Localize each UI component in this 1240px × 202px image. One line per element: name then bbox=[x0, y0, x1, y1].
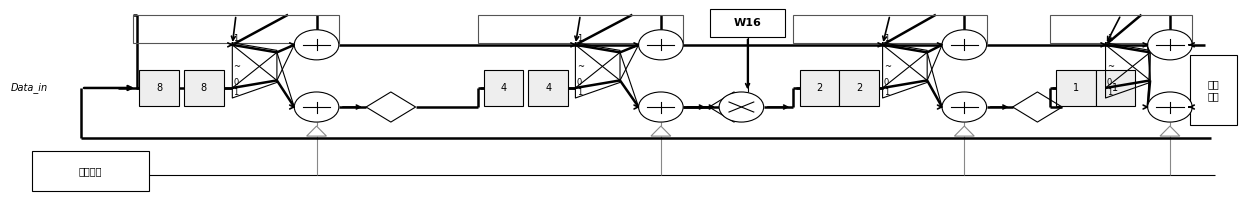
Ellipse shape bbox=[294, 30, 339, 60]
Text: 8: 8 bbox=[201, 83, 207, 93]
FancyBboxPatch shape bbox=[1056, 70, 1096, 106]
Text: 0: 0 bbox=[233, 78, 239, 87]
Text: 0: 0 bbox=[884, 78, 889, 87]
FancyBboxPatch shape bbox=[139, 70, 179, 106]
Text: 1: 1 bbox=[884, 34, 889, 43]
Ellipse shape bbox=[719, 92, 764, 122]
Text: 1: 1 bbox=[577, 34, 582, 43]
Ellipse shape bbox=[942, 30, 987, 60]
Text: 2: 2 bbox=[816, 83, 822, 93]
Text: ~: ~ bbox=[1107, 62, 1114, 71]
FancyBboxPatch shape bbox=[484, 70, 523, 106]
Ellipse shape bbox=[1148, 92, 1192, 122]
FancyBboxPatch shape bbox=[32, 151, 149, 191]
Text: 8: 8 bbox=[156, 83, 162, 93]
Text: 2: 2 bbox=[856, 83, 862, 93]
Ellipse shape bbox=[639, 92, 683, 122]
Ellipse shape bbox=[942, 92, 987, 122]
Text: 控制模块: 控制模块 bbox=[79, 166, 102, 176]
Text: ~: ~ bbox=[577, 62, 584, 71]
Text: 1: 1 bbox=[233, 34, 239, 43]
FancyBboxPatch shape bbox=[800, 70, 839, 106]
Text: ~: ~ bbox=[233, 62, 241, 71]
Text: 1: 1 bbox=[1107, 34, 1112, 43]
Text: 0: 0 bbox=[577, 78, 582, 87]
Text: 4: 4 bbox=[546, 83, 552, 93]
Text: 1: 1 bbox=[884, 88, 889, 97]
FancyBboxPatch shape bbox=[711, 9, 785, 37]
FancyBboxPatch shape bbox=[1096, 70, 1136, 106]
Ellipse shape bbox=[1148, 30, 1192, 60]
Text: 1: 1 bbox=[1107, 88, 1112, 97]
FancyBboxPatch shape bbox=[1189, 55, 1236, 125]
Ellipse shape bbox=[639, 30, 683, 60]
Text: 1: 1 bbox=[1073, 83, 1079, 93]
FancyBboxPatch shape bbox=[839, 70, 879, 106]
Text: 4: 4 bbox=[501, 83, 507, 93]
Text: 倒序
模块: 倒序 模块 bbox=[1208, 79, 1219, 101]
Text: Data_in: Data_in bbox=[11, 82, 47, 93]
Ellipse shape bbox=[294, 92, 339, 122]
Text: 1: 1 bbox=[1112, 83, 1118, 93]
Text: 1: 1 bbox=[233, 88, 239, 97]
Text: 0: 0 bbox=[1107, 78, 1112, 87]
Text: ~: ~ bbox=[884, 62, 890, 71]
FancyBboxPatch shape bbox=[528, 70, 568, 106]
Text: W16: W16 bbox=[734, 18, 761, 28]
Text: 1: 1 bbox=[577, 88, 582, 97]
FancyBboxPatch shape bbox=[184, 70, 223, 106]
